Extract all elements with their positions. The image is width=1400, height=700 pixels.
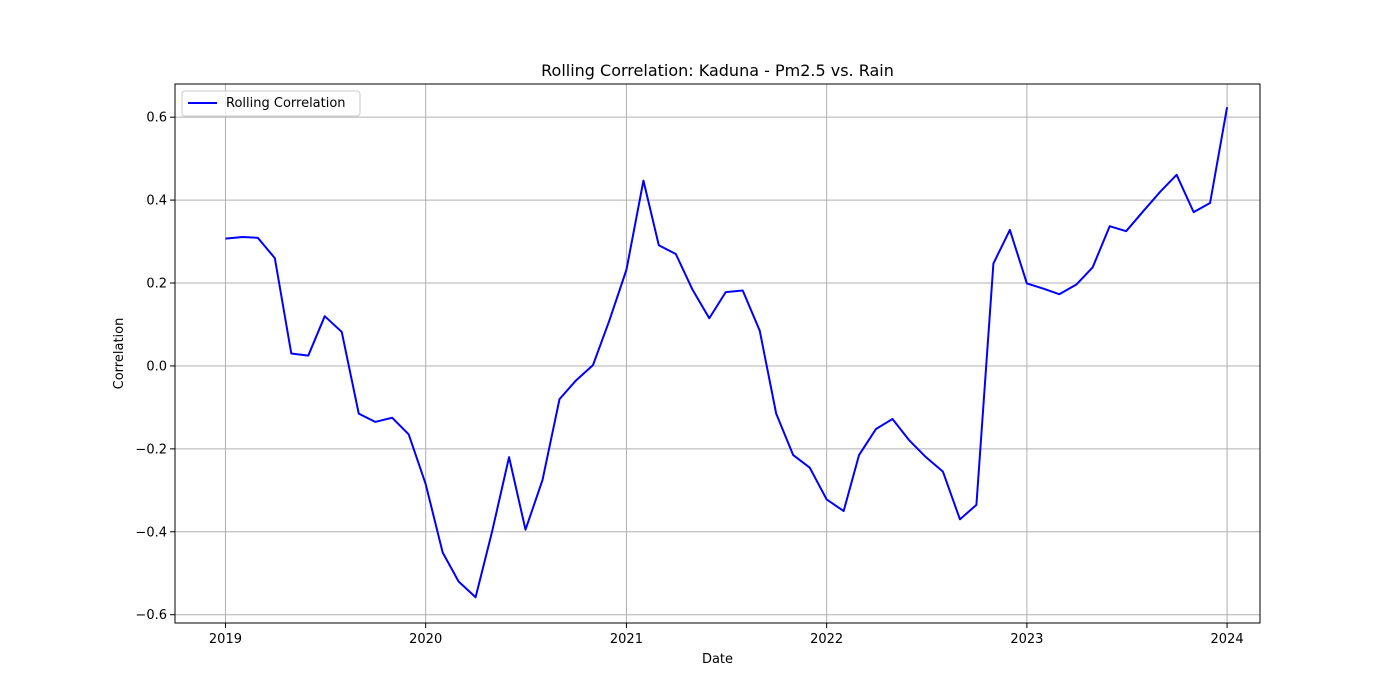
y-tick-label: 0.2 [146,277,167,292]
y-tick-label: 0.4 [146,194,167,209]
x-tick-label: 2022 [810,632,843,647]
x-tick-label: 2023 [1010,632,1043,647]
chart-title: Rolling Correlation: Kaduna - Pm2.5 vs. … [541,61,894,80]
x-tick-label: 2024 [1211,632,1244,647]
legend: Rolling Correlation [181,90,361,117]
series-layer [225,107,1229,599]
series-line-rolling-correlation [225,107,1229,599]
legend-label: Rolling Correlation [226,96,346,111]
y-axis: −0.6 −0.4 −0.2 0.0 0.2 0.4 0.6 [135,111,175,623]
y-axis-label: Correlation [112,318,127,390]
x-tick-label: 2020 [409,632,442,647]
y-tick-label: −0.2 [135,442,167,457]
y-tick-label: 0.0 [146,359,167,374]
legend-box [181,90,361,117]
y-tick-label: −0.4 [135,525,167,540]
x-tick-label: 2019 [209,632,242,647]
y-tick-label: 0.6 [146,111,167,126]
plot-frame [174,83,1261,624]
x-axis: 2019 2020 2021 2022 2023 2024 [209,623,1244,647]
y-tick-label: −0.6 [135,608,167,623]
x-tick-label: 2021 [610,632,643,647]
x-axis-label: Date [702,652,733,667]
